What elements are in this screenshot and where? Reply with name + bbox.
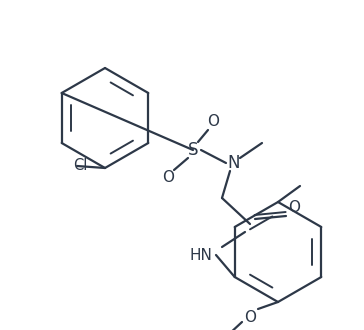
Text: S: S	[188, 141, 198, 159]
Text: O: O	[162, 171, 174, 185]
Text: N: N	[228, 154, 240, 172]
Text: O: O	[207, 115, 219, 129]
Text: O: O	[244, 310, 256, 324]
Text: O: O	[288, 201, 300, 215]
Text: Cl: Cl	[73, 158, 87, 174]
Text: HN: HN	[189, 248, 212, 262]
